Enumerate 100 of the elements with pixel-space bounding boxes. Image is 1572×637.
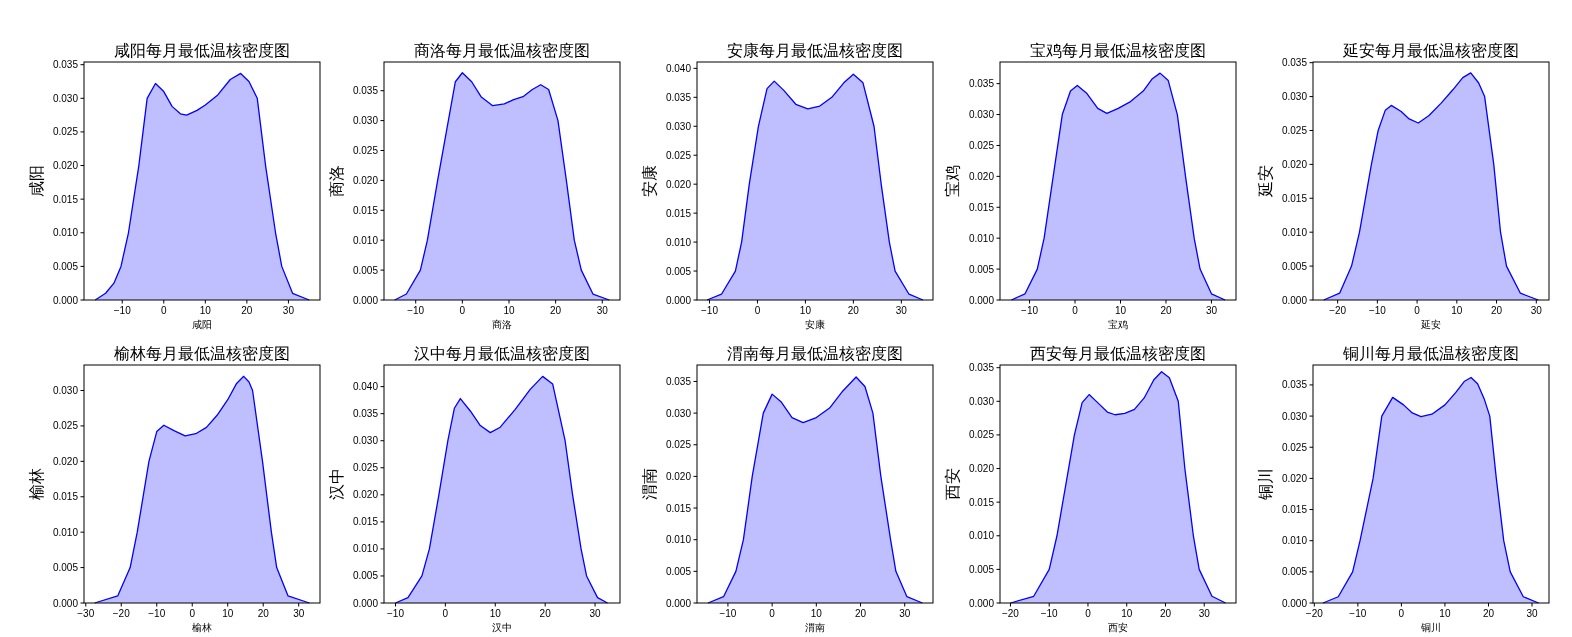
- y-tick-label: 0.015: [352, 516, 379, 528]
- x-tick-label: 10: [199, 305, 212, 316]
- x-tick-label: 10: [1451, 305, 1463, 316]
- x-tick-label: −20: [112, 608, 131, 619]
- y-tick-label: 0.020: [52, 160, 79, 172]
- y-axis-title: 安康: [641, 165, 658, 197]
- y-axis-title: 延安: [1257, 165, 1274, 198]
- x-tick-label: −10: [113, 305, 132, 316]
- chart-title: 汉中每月最低温核密度图: [414, 345, 590, 362]
- y-tick-label: 0.000: [352, 294, 379, 306]
- x-tick-label: 30: [899, 608, 911, 619]
- y-tick-label: 0.010: [968, 232, 995, 244]
- y-tick-label: 0.035: [968, 362, 995, 374]
- y-axis-title: 西安: [944, 468, 961, 500]
- x-tick-label: 0: [769, 608, 776, 619]
- y-tick-label: 0.005: [968, 263, 995, 275]
- x-tick-label: 20: [1482, 608, 1495, 619]
- y-tick-label: 0.020: [665, 470, 692, 482]
- y-tick-label: 0.000: [1281, 597, 1308, 609]
- x-tick-label: 10: [1121, 608, 1133, 619]
- y-tick-label: 0.020: [968, 463, 995, 475]
- chart-title: 咸阳每月最低温核密度图: [114, 42, 290, 59]
- y-tick-label: 0.015: [665, 502, 692, 514]
- y-tick-label: 0.015: [1281, 192, 1308, 204]
- x-axis-title: 咸阳: [192, 319, 212, 330]
- y-tick-label: 0.025: [1281, 124, 1308, 136]
- y-axis-title: 汉中: [328, 468, 345, 500]
- x-tick-label: 0: [442, 608, 449, 619]
- y-tick-label: 0.030: [665, 407, 692, 419]
- x-tick-label: 10: [1114, 305, 1127, 316]
- x-tick-label: 10: [489, 608, 502, 619]
- y-tick-label: 0.015: [968, 201, 995, 213]
- x-tick-label: −20: [1329, 305, 1347, 316]
- y-tick-label: 0.025: [1281, 441, 1308, 453]
- x-tick-label: 20: [257, 608, 270, 619]
- x-axis-title: 汉中: [492, 622, 512, 633]
- x-tick-label: 20: [241, 305, 253, 316]
- y-tick-label: 0.020: [1281, 158, 1308, 170]
- y-tick-label: 0.010: [52, 526, 79, 538]
- x-tick-label: −20: [1305, 608, 1324, 619]
- y-tick-label: 0.020: [1281, 472, 1308, 484]
- x-tick-label: 20: [854, 608, 867, 619]
- x-tick-label: 0: [1072, 305, 1079, 316]
- y-tick-label: 0.025: [52, 420, 79, 432]
- x-axis-title: 渭南: [805, 622, 825, 633]
- x-tick-label: 0: [189, 608, 196, 619]
- x-tick-label: 20: [550, 305, 562, 316]
- y-tick-label: 0.025: [665, 149, 692, 161]
- x-tick-label: 30: [282, 305, 295, 316]
- y-tick-label: 0.010: [352, 543, 379, 555]
- y-tick-label: 0.035: [352, 85, 379, 97]
- y-tick-label: 0.030: [1281, 410, 1308, 422]
- y-tick-label: 0.010: [665, 236, 692, 248]
- x-axis-title: 安康: [805, 319, 825, 330]
- y-tick-label: 0.005: [1281, 566, 1308, 578]
- x-tick-label: 30: [1198, 608, 1211, 619]
- y-tick-label: 0.000: [52, 294, 79, 306]
- x-axis-title: 延安: [1420, 319, 1441, 330]
- y-tick-label: 0.035: [968, 78, 995, 90]
- y-tick-label: 0.000: [665, 597, 692, 609]
- x-axis-title: 西安: [1108, 622, 1128, 633]
- x-tick-label: 20: [1160, 305, 1172, 316]
- y-tick-label: 0.005: [968, 563, 995, 575]
- y-tick-label: 0.000: [665, 294, 692, 306]
- y-tick-label: 0.005: [1281, 260, 1308, 272]
- x-tick-label: −20: [1001, 608, 1020, 619]
- y-tick-label: 0.015: [968, 496, 995, 508]
- x-tick-label: −10: [1368, 305, 1387, 316]
- x-tick-label: 30: [895, 305, 908, 316]
- y-tick-label: 0.000: [1281, 294, 1308, 306]
- chart-title: 榆林每月最低温核密度图: [114, 345, 290, 362]
- x-axis-title: 宝鸡: [1108, 319, 1128, 330]
- x-tick-label: 10: [810, 608, 823, 619]
- x-axis-title: 榆林: [192, 622, 212, 633]
- y-tick-label: 0.000: [968, 597, 995, 609]
- y-tick-label: 0.025: [52, 126, 79, 138]
- chart-title: 铜川每月最低温核密度图: [1342, 345, 1519, 362]
- x-tick-label: −10: [386, 608, 405, 619]
- x-tick-label: 30: [1530, 305, 1543, 316]
- x-tick-label: 30: [589, 608, 602, 619]
- y-tick-label: 0.035: [52, 59, 79, 71]
- x-tick-label: 10: [1439, 608, 1451, 619]
- y-tick-label: 0.010: [52, 227, 79, 239]
- y-axis-title: 咸阳: [28, 165, 45, 197]
- y-tick-label: 0.020: [968, 170, 995, 182]
- chart-title: 西安每月最低温核密度图: [1030, 345, 1206, 362]
- y-tick-label: 0.015: [52, 491, 79, 503]
- y-tick-label: 0.015: [352, 204, 379, 216]
- x-axis-title: 铜川: [1420, 622, 1441, 633]
- x-tick-label: 10: [503, 305, 515, 316]
- y-tick-label: 0.015: [52, 193, 79, 205]
- y-tick-label: 0.030: [52, 385, 79, 396]
- y-axis-title: 商洛: [328, 165, 345, 197]
- y-axis-title: 宝鸡: [944, 165, 961, 197]
- y-tick-label: 0.030: [665, 120, 692, 132]
- y-tick-label: 0.000: [52, 597, 79, 609]
- x-tick-label: 0: [459, 305, 466, 316]
- y-tick-label: 0.005: [352, 264, 379, 276]
- y-tick-label: 0.030: [968, 109, 995, 121]
- x-tick-label: 30: [293, 608, 305, 619]
